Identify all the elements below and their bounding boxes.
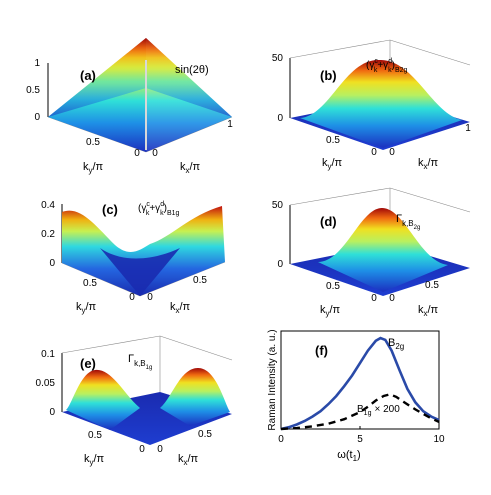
panel-f-x-tick-1: 5 — [357, 434, 363, 445]
panel-a-ky-label: ky/π — [83, 161, 104, 175]
panel-f-x-label: ω(t1) — [337, 449, 360, 463]
panel-e-z-tick-1: 0.05 — [36, 378, 56, 389]
panel-a-formula: sin(2θ) — [175, 64, 209, 76]
panel-c-kx-tick-0: 0 — [147, 292, 153, 303]
panel-d-z-tick-1: 50 — [272, 200, 284, 211]
panel-d-ky-tick-1: 0 — [371, 293, 377, 304]
panel-e-back-top — [61, 335, 161, 354]
panel-e-tag: (e) — [80, 356, 96, 371]
panel-e-z-tick-0: 0 — [49, 407, 55, 418]
panel-c-formula: (γc k+γd k)B1g — [138, 201, 179, 217]
panel-e-kx-tick-1: 0.5 — [198, 429, 212, 440]
panel-d-formula: Γk,B2g — [396, 213, 420, 231]
panel-c-surface — [62, 206, 225, 296]
panel-c-z-tick-1: 0.2 — [41, 229, 55, 240]
panel-d-z-tick-0: 0 — [277, 259, 283, 270]
panel-c-z-tick-0: 0 — [49, 258, 55, 269]
panel-b-back-top — [289, 39, 391, 59]
panel-d-back-top — [289, 187, 391, 206]
panel-d-ky-tick-0: 0.5 — [326, 281, 340, 292]
panel-c: 0 0.2 0.4 0.5 0 0 0.5 ky/π kx/π (c) (γc k… — [41, 200, 226, 315]
panel-a-kx-tick-1: 1 — [227, 119, 233, 130]
panel-f-series-b2g — [280, 336, 440, 431]
panel-a-z-tick-1: 0.5 — [26, 85, 40, 96]
panel-b-ky-tick-1: 0 — [371, 147, 377, 158]
panel-e-back-top-2 — [159, 335, 233, 361]
panel-b-kx-tick-1: 1 — [465, 123, 471, 134]
panel-a-z-tick-0: 0 — [34, 112, 40, 123]
panel-b-back-top-2 — [389, 39, 471, 66]
panel-a-surface-back — [48, 38, 232, 117]
panel-a-z-tick-2: 1 — [34, 58, 40, 69]
panel-c-tag: (c) — [102, 202, 118, 217]
panel-e-z-tick-2: 0.1 — [41, 349, 55, 360]
panel-b-z-tick-1: 50 — [272, 53, 284, 64]
panel-e-ky-tick-1: 0 — [139, 444, 145, 455]
panel-c-surface-front — [100, 248, 180, 296]
panel-a-tag: (a) — [80, 68, 96, 83]
panel-a-ky-tick-1: 0 — [134, 148, 140, 159]
panel-d-kx-tick-0: 0 — [389, 293, 395, 304]
panel-e-surface-left — [66, 369, 140, 430]
panel-f-chart: 0 5 10 (f) Raman Intensity (a. u.) ω(t1) B… — [267, 329, 445, 463]
panel-c-kx-label: kx/π — [170, 301, 191, 315]
panel-e-kx-label: kx/π — [178, 453, 199, 467]
panel-f-legend-b2g: B2g — [388, 337, 404, 351]
panel-f-curves — [280, 336, 440, 431]
panel-e: 0 0.05 0.1 0.5 0 0 0.5 ky/π kx/π (e) Γk,… — [36, 335, 233, 467]
panel-c-ky-tick-0: 0.5 — [83, 278, 97, 289]
panel-b-z-tick-0: 0 — [277, 113, 283, 124]
panel-d: 0 50 0.5 0 0 0.5 ky/π kx/π (d) Γk,B2g — [272, 187, 471, 318]
panel-b-tag: (b) — [320, 68, 337, 83]
panel-e-surface-right — [160, 368, 230, 426]
panel-e-formula: Γk,B1g — [128, 353, 152, 371]
panel-c-ky-label: ky/π — [76, 301, 97, 315]
panel-d-kx-label: kx/π — [418, 304, 439, 318]
panel-c-kx-tick-1: 0.5 — [193, 275, 207, 286]
panel-b: 0 50 0.5 0 0 1 ky/π kx/π (b) (γc k+γd k)B2… — [272, 39, 471, 171]
panel-d-surface — [318, 208, 448, 292]
panel-b-surface — [300, 59, 462, 149]
panel-e-ky-label: ky/π — [84, 453, 105, 467]
panel-a-kx-label: kx/π — [180, 161, 201, 175]
panel-b-formula: (γc k+γd k)B2g — [366, 58, 407, 74]
panel-c-z-tick-2: 0.4 — [41, 200, 55, 211]
panel-b-ky-label: ky/π — [322, 157, 343, 171]
panel-d-tag: (d) — [320, 214, 337, 229]
panel-b-kx-label: kx/π — [418, 157, 439, 171]
panel-b-ky-tick-0: 0.5 — [326, 135, 340, 146]
panel-a-kx-tick-0: 0 — [152, 148, 158, 159]
panel-a-ky-tick-0: 0.5 — [86, 137, 100, 148]
panel-c-ky-tick-1: 0 — [129, 292, 135, 303]
panel-d-kx-tick-1: 0.5 — [425, 280, 439, 291]
panel-b-kx-tick-0: 0 — [389, 147, 395, 158]
panel-f-x-ticks: 0 5 10 — [278, 426, 445, 445]
panel-f-x-tick-2: 10 — [433, 434, 445, 445]
panel-a: 0 0.5 1 0.5 0 0 1 ky/π kx/π (a) sin(2θ) — [26, 38, 233, 175]
panel-f-tag: (f) — [315, 343, 328, 358]
panel-f-legend-b1g: B1g × 200 — [357, 404, 400, 417]
panel-e-ky-tick-0: 0.5 — [88, 430, 102, 441]
panel-f-x-tick-0: 0 — [278, 434, 284, 445]
panel-d-back-top-2 — [389, 187, 471, 213]
panel-d-ky-label: ky/π — [320, 304, 341, 318]
panel-f-series-b1g — [280, 393, 440, 431]
panel-f-y-label: Raman Intensity (a. u.) — [267, 329, 278, 430]
panel-e-kx-tick-0: 0 — [157, 444, 163, 455]
